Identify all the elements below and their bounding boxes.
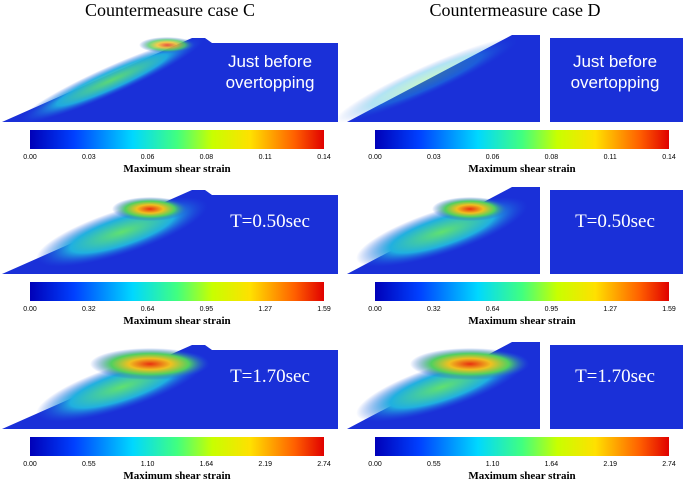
colorbar-tick-label: 1.10 xyxy=(141,461,155,468)
strain-peak xyxy=(410,348,530,380)
colorbar-tick-label: 1.10 xyxy=(486,461,500,468)
colorbar-tick-label: 0.06 xyxy=(486,154,500,161)
water-block xyxy=(550,190,683,274)
colorbar-tick-label: 1.64 xyxy=(545,461,559,468)
colorbar-label: Maximum shear strain xyxy=(123,163,230,175)
colorbar-tick-label: 0.00 xyxy=(23,461,37,468)
colorbar-tick-label: 0.55 xyxy=(82,461,96,468)
colorbar-tick-label: 0.03 xyxy=(427,154,441,161)
colorbar-tick-label: 1.27 xyxy=(603,306,617,313)
panel-label: Just before xyxy=(228,52,312,71)
colorbar-label: Maximum shear strain xyxy=(123,315,230,327)
colorbar-tick-label: 0.08 xyxy=(545,154,559,161)
water-block xyxy=(550,345,683,429)
colorbar-tick-label: 0.00 xyxy=(23,306,37,313)
colorbar-tick-label: 0.32 xyxy=(427,306,441,313)
panel-label: T=1.70sec xyxy=(575,366,655,387)
colorbar-tick-label: 0.55 xyxy=(427,461,441,468)
colorbar xyxy=(30,437,324,456)
colorbar-label: Maximum shear strain xyxy=(468,470,575,482)
strain-peak xyxy=(432,197,508,221)
panel-label: Just before xyxy=(573,52,657,71)
column-title: Countermeasure case D xyxy=(430,0,601,20)
colorbar-label: Maximum shear strain xyxy=(123,470,230,482)
colorbar-tick-label: 0.00 xyxy=(23,154,37,161)
strain-zone xyxy=(335,37,519,123)
colorbar-tick-label: 0.11 xyxy=(604,154,617,161)
colorbar-tick-label: 0.95 xyxy=(200,306,214,313)
colorbar-tick-label: 0.11 xyxy=(259,154,272,161)
panel-label: overtopping xyxy=(226,73,315,92)
colorbar-tick-label: 0.14 xyxy=(662,154,676,161)
colorbar-tick-label: 0.32 xyxy=(82,306,96,313)
colorbar-tick-label: 0.95 xyxy=(545,306,559,313)
colorbar-tick-label: 0.03 xyxy=(82,154,96,161)
colorbar-tick-label: 1.59 xyxy=(317,306,331,313)
colorbar xyxy=(375,437,669,456)
colorbar xyxy=(30,282,324,301)
colorbar xyxy=(30,130,324,149)
panel-label: T=1.70sec xyxy=(230,366,310,387)
colorbar-tick-label: 2.74 xyxy=(662,461,676,468)
panel-label: T=0.50sec xyxy=(230,211,310,232)
colorbar-tick-label: 0.00 xyxy=(368,154,382,161)
colorbar-tick-label: 0.08 xyxy=(200,154,214,161)
colorbar-tick-label: 2.19 xyxy=(258,461,272,468)
column-title: Countermeasure case C xyxy=(85,0,255,20)
strain-peak xyxy=(90,348,210,380)
colorbar-tick-label: 0.06 xyxy=(141,154,155,161)
strain-peak xyxy=(112,197,188,221)
strain-zone xyxy=(20,37,204,123)
colorbar-tick-label: 1.64 xyxy=(200,461,214,468)
colorbar-tick-label: 2.19 xyxy=(603,461,617,468)
strain-peak xyxy=(139,37,195,53)
colorbar-label: Maximum shear strain xyxy=(468,163,575,175)
colorbar-tick-label: 1.59 xyxy=(662,306,676,313)
colorbar-label: Maximum shear strain xyxy=(468,315,575,327)
colorbar-tick-label: 0.64 xyxy=(486,306,500,313)
colorbar-tick-label: 2.74 xyxy=(317,461,331,468)
water-block xyxy=(550,38,683,122)
colorbar-tick-label: 1.27 xyxy=(258,306,272,313)
colorbar xyxy=(375,282,669,301)
colorbar xyxy=(375,130,669,149)
panel-label: overtopping xyxy=(571,73,660,92)
colorbar-tick-label: 0.00 xyxy=(368,461,382,468)
panel-label: T=0.50sec xyxy=(575,211,655,232)
colorbar-tick-label: 0.14 xyxy=(317,154,331,161)
colorbar-tick-label: 0.00 xyxy=(368,306,382,313)
colorbar-tick-label: 0.64 xyxy=(141,306,155,313)
